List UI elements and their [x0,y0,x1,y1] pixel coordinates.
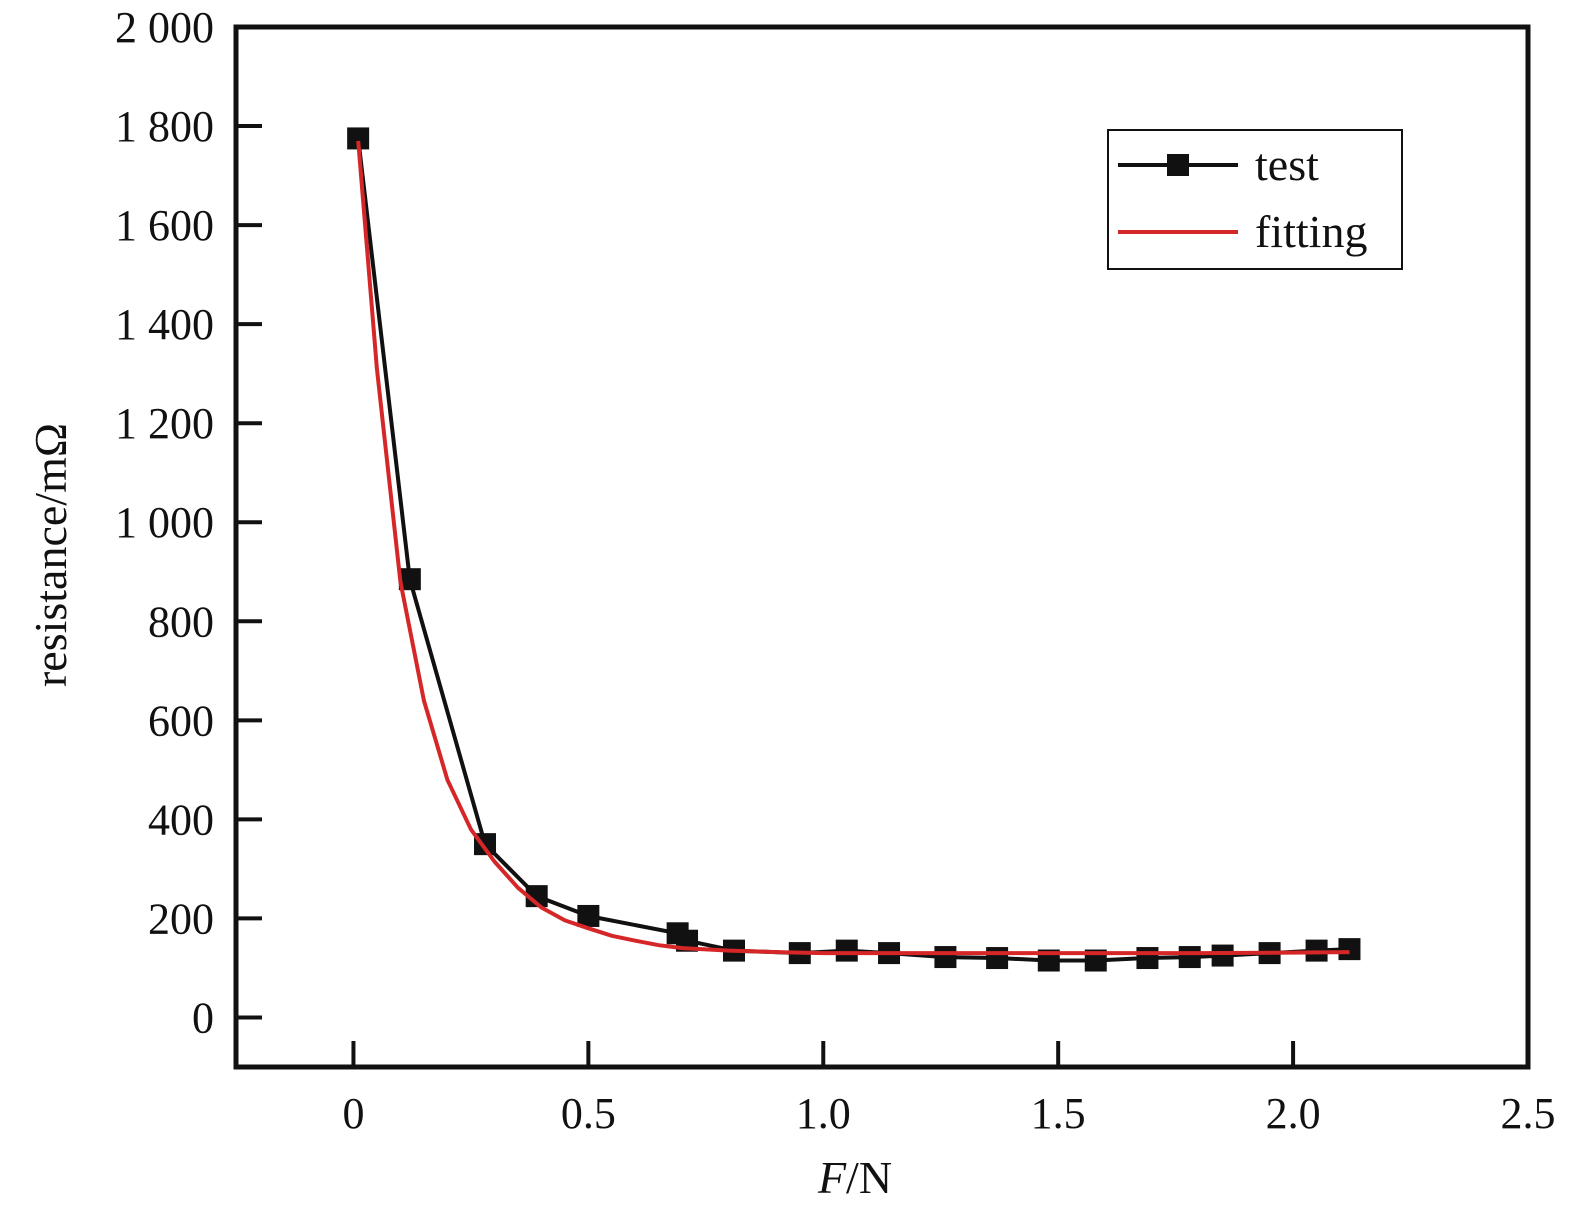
legend-test-label: test [1255,139,1319,190]
y-tick-label: 1 200 [115,399,214,448]
data-point-test [1178,946,1201,969]
data-point-test [1136,947,1159,970]
data-point-test [347,127,370,150]
x-tick-label: 0 [342,1089,364,1138]
x-tick-label: 0.5 [561,1089,616,1138]
data-point-test [986,947,1009,970]
x-tick-label: 1.5 [1031,1089,1086,1138]
x-axis: 0 0.5 1.0 1.5 2.0 2.5 [342,1041,1556,1138]
y-tick-label: 800 [148,597,214,646]
legend-fitting-label: fitting [1255,206,1367,257]
y-axis: 0 200 400 600 800 1 000 1 200 1 400 1 600 1 800 2 … [115,3,262,1042]
x-tick-label: 2.0 [1266,1089,1321,1138]
y-tick-label: 1 400 [115,300,214,349]
x-tick-label: 2.5 [1501,1089,1556,1138]
data-point-test [398,568,421,591]
x-axis-title: F/N [817,1152,892,1203]
y-tick-label: 200 [148,894,214,943]
y-axis-title: resistance/mΩ [25,423,76,687]
x-axis-title-unit: /N [846,1152,892,1203]
y-tick-label: 400 [148,795,214,844]
data-point-test [835,939,858,962]
legend: test fitting [1107,129,1403,270]
data-point-test [934,946,957,969]
data-point-test [577,904,600,927]
data-point-test [1338,938,1361,961]
y-tick-label: 1 600 [115,201,214,250]
y-tick-label: 2 000 [115,3,214,52]
x-axis-title-var: F [817,1152,847,1203]
series-fitting-line [356,140,1350,956]
plot-frame [233,24,1531,1070]
legend-test-marker [1167,154,1189,176]
x-tick-label: 1.0 [796,1089,851,1138]
y-tick-label: 1 000 [115,498,214,547]
y-tick-label: 600 [148,696,214,745]
data-point-test [525,885,548,908]
legend-box [1107,129,1403,270]
data-point-test [1211,944,1234,967]
y-tick-label: 1 800 [115,102,214,151]
y-tick-label: 0 [192,993,214,1042]
